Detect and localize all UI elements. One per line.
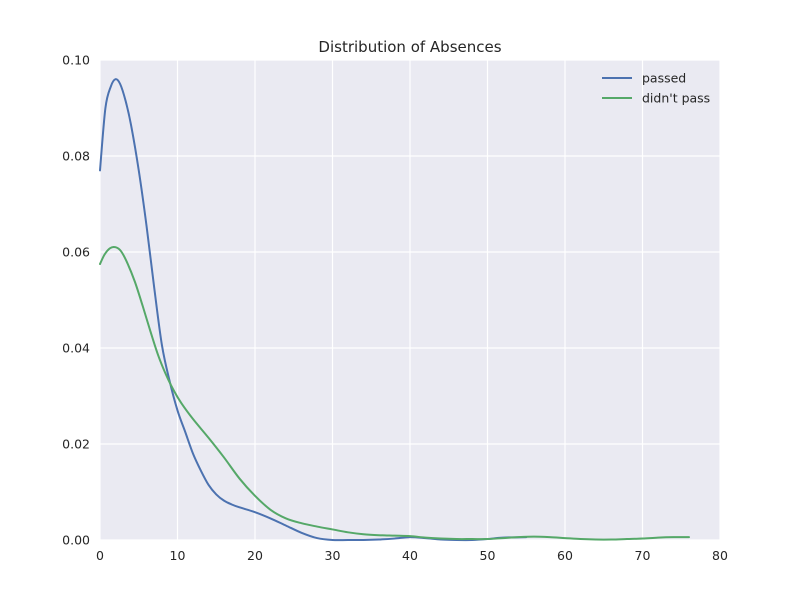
series-line-didn-t-pass: [99, 245, 690, 541]
x-tick-label: 0: [96, 548, 104, 563]
x-tick-label: 50: [480, 548, 496, 563]
x-tick-label: 70: [635, 548, 651, 563]
legend-label-didn-t-pass: didn't pass: [642, 91, 710, 106]
y-tick-label: 0.04: [62, 341, 90, 356]
x-tick-label: 20: [247, 548, 263, 563]
legend: passed didn't pass: [602, 71, 710, 106]
y-tick-label: 0.00: [62, 533, 90, 548]
x-axis: 0 10 20 30 40 50 60 70 80: [96, 548, 728, 563]
x-tick-label: 40: [402, 548, 418, 563]
x-tick-label: 60: [557, 548, 573, 563]
y-tick-label: 0.02: [62, 437, 90, 452]
legend-label-passed: passed: [642, 71, 686, 86]
y-tick-label: 0.10: [62, 53, 90, 68]
y-tick-label: 0.06: [62, 245, 90, 260]
series-group: [99, 78, 690, 542]
y-tick-label: 0.08: [62, 149, 90, 164]
x-tick-label: 10: [170, 548, 186, 563]
chart-title: Distribution of Absences: [318, 38, 501, 56]
y-axis: 0.00 0.02 0.04 0.06 0.08 0.10: [62, 53, 90, 548]
x-tick-label: 80: [712, 548, 728, 563]
x-tick-label: 30: [325, 548, 341, 563]
